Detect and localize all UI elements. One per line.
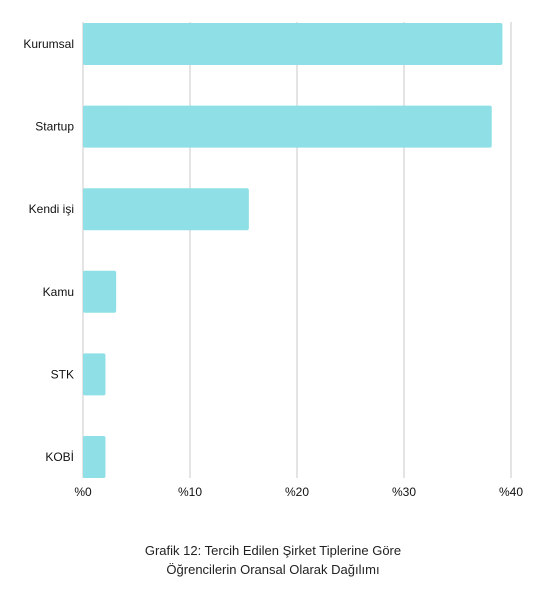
bar-0 xyxy=(83,23,503,65)
category-label: Kurumsal xyxy=(23,37,74,51)
category-label: Kamu xyxy=(43,285,74,299)
bar-2 xyxy=(83,188,249,231)
figure-caption-line-1: Grafik 12: Tercih Edilen Şirket Tiplerin… xyxy=(144,543,402,558)
x-tick-label: %30 xyxy=(392,485,416,499)
x-tick-label: %0 xyxy=(74,485,92,499)
category-label: KOBİ xyxy=(45,450,74,464)
bar-1 xyxy=(83,105,492,148)
x-tick-label: %20 xyxy=(285,485,309,499)
bar-3 xyxy=(83,270,117,313)
bar-4 xyxy=(83,353,106,396)
category-label: STK xyxy=(51,367,74,381)
category-labels: Kurumsal Startup Kendi işi Kamu STK KOBİ xyxy=(23,37,74,464)
x-tick-label: %40 xyxy=(499,485,523,499)
bars xyxy=(83,23,503,478)
bar-5 xyxy=(83,436,106,478)
figure-caption-line-2: Öğrencilerin Oransal Olarak Dağılımı xyxy=(166,562,380,577)
grid-lines xyxy=(82,22,512,478)
x-tick-label: %10 xyxy=(178,485,202,499)
x-axis-tick-labels: %0 %10 %20 %30 %40 xyxy=(74,485,523,499)
bar-chart: Kurumsal Startup Kendi işi Kamu STK KOBİ %0 %1… xyxy=(23,22,523,499)
category-label: Startup xyxy=(35,120,74,134)
category-label: Kendi işi xyxy=(29,202,74,216)
